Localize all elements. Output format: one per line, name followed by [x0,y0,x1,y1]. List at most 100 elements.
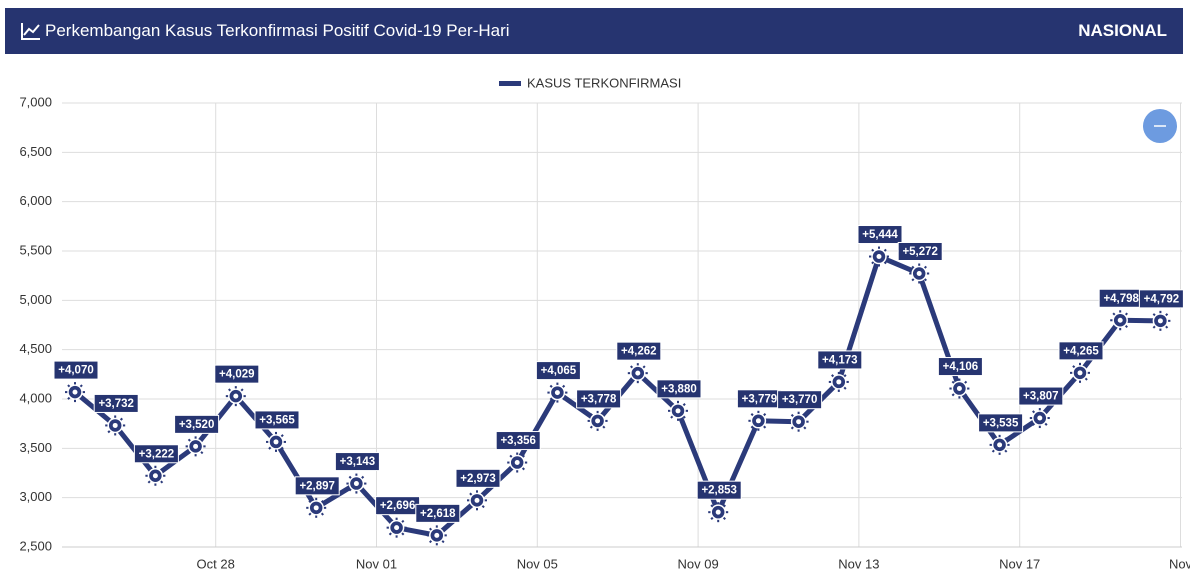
data-label-text: +2,897 [299,480,335,492]
marker [708,502,729,523]
region: NASIONAL [1078,21,1167,40]
marker-core [755,418,761,424]
marker-core [876,254,882,260]
data-label-box [978,413,1024,433]
chart-icon [21,23,40,40]
data-label: +3,222 [133,444,179,464]
marker-core [675,408,681,414]
data-label: +4,070 [53,360,99,380]
data-label: +3,143 [334,452,380,472]
marker-core [796,419,802,425]
x-tick-label: Nov 01 [356,556,397,571]
marker [1029,408,1050,429]
data-label-text: +4,070 [58,365,94,377]
marker [547,382,568,403]
data-label: +3,778 [576,389,622,409]
y-tick-label: 6,000 [19,193,52,208]
marker [869,246,889,267]
marker [788,411,809,432]
marker-core [112,422,118,428]
x-tick-label: Nov 17 [999,556,1040,571]
data-label: +3,770 [777,390,823,410]
marker [909,263,930,284]
data-label-box [937,357,983,377]
marker [145,465,166,486]
marker-core [152,473,158,479]
marker [65,382,85,403]
data-label-box [294,476,340,496]
data-label: +3,807 [1018,386,1064,406]
data-label-text: +2,696 [380,500,416,512]
marker [1070,362,1090,383]
data-label: +3,880 [656,379,702,399]
marker [748,410,769,431]
data-label: +3,535 [978,413,1024,433]
x-tick-label: Nov 05 [517,556,558,571]
marker [507,452,528,473]
y-tick-label: 3,500 [19,440,52,455]
data-label: +4,262 [616,341,662,361]
marker-core [1037,415,1043,421]
data-label-box [254,410,300,430]
zoom-button[interactable] [1143,109,1177,143]
data-label-box [1058,341,1104,361]
data-label: +4,792 [1138,289,1184,309]
marker-core [233,393,239,399]
data-label-box [576,389,622,409]
data-label-box [214,364,260,384]
marker-core [72,389,78,395]
marker [426,525,447,546]
data-label-text: +2,618 [420,508,456,520]
marker-core [514,460,520,466]
legend-swatch [499,81,521,86]
data-label-text: +2,853 [701,485,737,497]
data-label: +2,897 [294,476,340,496]
data-label: +5,272 [897,241,943,261]
data-label: +2,973 [455,468,501,488]
data-label: +4,106 [937,357,983,377]
title: Perkembangan Kasus Terkonfirmasi Positif… [45,21,510,40]
y-tick-label: 4,500 [19,341,52,356]
x-tick-label: Nov 09 [677,556,718,571]
marker-core [997,442,1003,448]
marker [989,434,1010,455]
marker [185,436,206,457]
data-label: +2,618 [415,503,461,523]
marker [828,371,849,392]
marker-core [1157,318,1163,324]
data-label-text: +3,880 [661,383,697,395]
marker [105,415,126,436]
marker-core [715,509,721,515]
marker-core [193,443,199,449]
data-label: +3,779 [736,389,782,409]
data-label: +3,732 [93,393,139,413]
x-tick-label: Oct 28 [197,556,235,571]
data-label-text: +4,029 [219,369,255,381]
marker-core [394,525,400,531]
data-label: +3,356 [495,431,541,451]
y-tick-label: 5,000 [19,292,52,307]
data-label: +3,565 [254,410,300,430]
data-label-box [897,241,943,261]
marker [1150,310,1171,331]
data-label-box [857,225,903,245]
data-label-box [53,360,99,380]
data-label: +2,696 [375,496,421,516]
data-label-text: +3,535 [983,417,1019,429]
data-label-text: +3,778 [581,393,617,405]
marker [306,497,327,518]
data-label-text: +4,106 [943,361,979,373]
data-label-box [334,452,380,472]
y-tick-label: 5,500 [19,242,52,257]
marker-core [434,532,440,538]
marker-core [836,379,842,385]
data-label-box [535,361,581,381]
data-label-text: +3,356 [500,435,536,447]
data-label-box [133,444,179,464]
marker [266,431,286,452]
marker [668,400,688,421]
marker-core [956,386,962,392]
marker-core [554,390,560,396]
marker [386,517,407,538]
